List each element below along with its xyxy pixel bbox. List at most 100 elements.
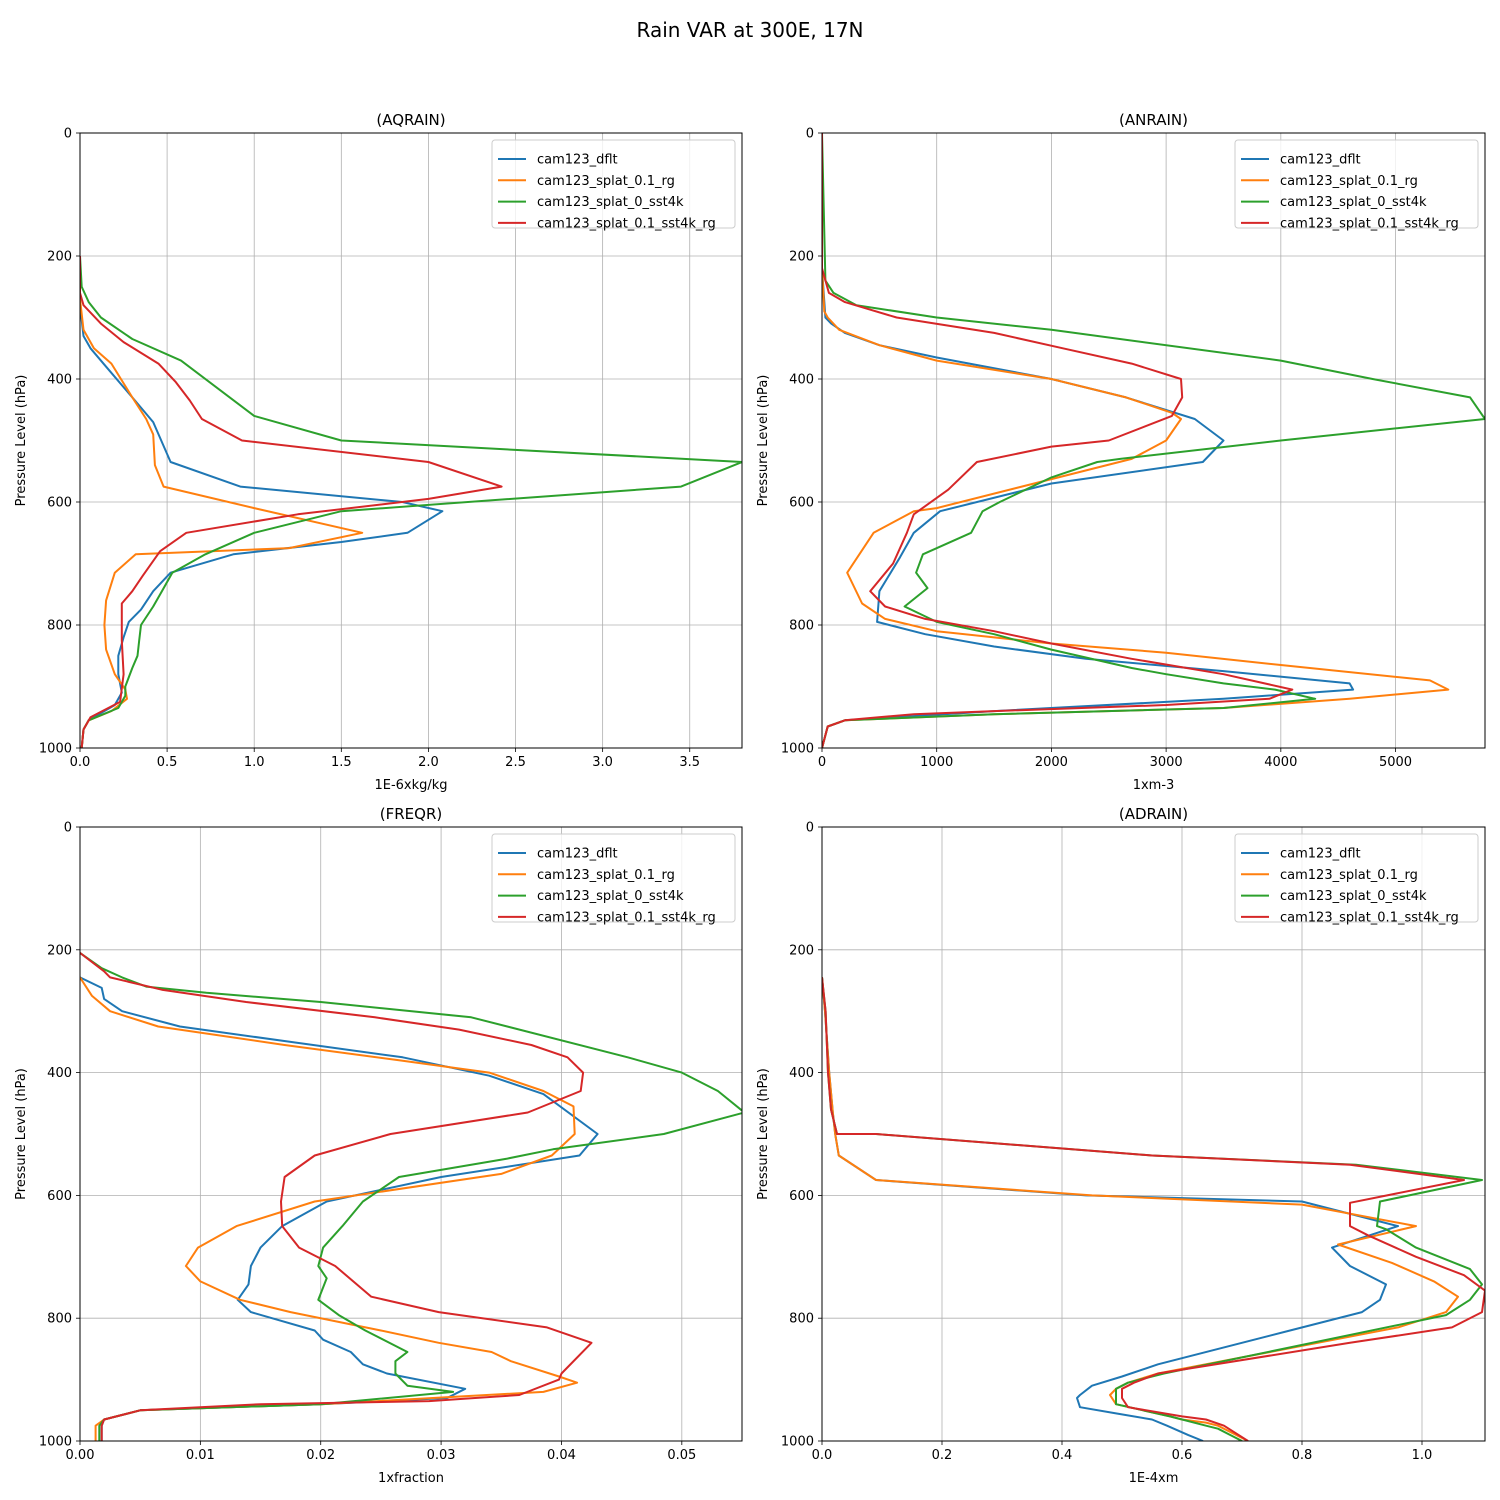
y-tick-label: 600 <box>789 496 814 511</box>
x-tick-label: 1.0 <box>244 755 265 770</box>
x-tick-label: 0.6 <box>1172 1448 1193 1463</box>
legend-label: cam123_splat_0.1_rg <box>1280 174 1418 189</box>
y-tick-label: 200 <box>47 943 72 958</box>
legend-label: cam123_dflt <box>537 847 618 862</box>
y-axis-label: Pressure Level (hPa) <box>14 1068 29 1200</box>
series-group <box>80 255 742 748</box>
x-tick-label: 2.5 <box>505 755 526 770</box>
series-line-cam123-splat-0-1-rg <box>80 976 579 1441</box>
x-tick-label: 5000 <box>1379 755 1412 770</box>
y-tick-label: 0 <box>806 821 814 836</box>
x-tick-label: 0.03 <box>427 1448 456 1463</box>
series-group <box>822 977 1485 1441</box>
x-tick-label: 0.01 <box>186 1448 215 1463</box>
legend-label: cam123_splat_0_sst4k <box>1280 889 1427 904</box>
y-tick-label: 0 <box>64 821 72 836</box>
legend-box <box>491 139 736 229</box>
chart-panel: 0 1000 2000 3000 4000 5000 0 200 400 600 800 1000 (A… <box>756 111 1486 793</box>
legend-box <box>1234 139 1479 229</box>
x-tick-label: 3.0 <box>592 755 613 770</box>
x-tick-label: 1.5 <box>331 755 352 770</box>
series-line-cam123-splat-0-sst4k <box>80 255 742 748</box>
legend: cam123_dflt cam123_splat_0.1_rg cam123_spl… <box>491 139 736 231</box>
panel-title: (FREQR) <box>380 805 442 823</box>
y-tick-label: 800 <box>789 619 814 634</box>
legend-box <box>491 833 736 923</box>
legend-label: cam123_splat_0_sst4k <box>1280 195 1427 210</box>
legend-label: cam123_dflt <box>1280 847 1361 862</box>
series-group <box>822 133 1485 748</box>
chart-panel: 0.00 0.01 0.02 0.03 0.04 0.05 0 200 400 600 800 100… <box>14 805 743 1486</box>
axes-frame <box>821 826 1486 1442</box>
axes-frame <box>79 826 743 1442</box>
y-tick-label: 800 <box>47 619 72 634</box>
y-tick-label: 200 <box>789 943 814 958</box>
figure-title: Rain VAR at 300E, 17N <box>636 18 863 42</box>
x-axis-label: 1xfraction <box>378 1471 444 1486</box>
y-tick-label: 200 <box>47 250 72 265</box>
legend-label: cam123_splat_0_sst4k <box>537 889 684 904</box>
series-line-cam123-splat-0-1-sst4k-rg <box>822 977 1485 1441</box>
y-tick-label: 600 <box>789 1189 814 1204</box>
x-tick-label: 3.5 <box>679 755 700 770</box>
y-tick-label: 400 <box>47 373 72 388</box>
y-axis-label: Pressure Level (hPa) <box>756 375 771 507</box>
legend-label: cam123_splat_0.1_sst4k_rg <box>537 216 716 231</box>
x-tick-label: 0.0 <box>812 1448 833 1463</box>
y-tick-label: 1000 <box>39 742 72 757</box>
y-tick-label: 800 <box>47 1312 72 1327</box>
series-group <box>80 952 742 1441</box>
series-line-cam123-splat-0-1-sst4k-rg <box>80 952 593 1441</box>
y-tick-label: 800 <box>789 1312 814 1327</box>
y-tick-label: 600 <box>47 496 72 511</box>
y-axis-label: Pressure Level (hPa) <box>14 375 29 507</box>
y-tick-label: 400 <box>789 373 814 388</box>
panels: 0.0 0.5 1.0 1.5 2.0 2.5 3.0 3.5 0 200 400 600 800 100… <box>14 111 1486 1486</box>
legend-label: cam123_dflt <box>1280 153 1361 168</box>
plot-area <box>822 133 1485 748</box>
series-line-cam123-splat-0-1-rg <box>822 133 1450 748</box>
x-tick-label: 0.5 <box>157 755 178 770</box>
x-tick-label: 4000 <box>1264 755 1297 770</box>
legend-label: cam123_splat_0.1_sst4k_rg <box>537 910 716 925</box>
x-tick-label: 0.00 <box>66 1448 95 1463</box>
legend: cam123_dflt cam123_splat_0.1_rg cam123_spl… <box>1234 833 1479 925</box>
x-tick-label: 0.05 <box>667 1448 696 1463</box>
x-axis-label: 1xm-3 <box>1133 778 1175 793</box>
x-tick-label: 0.0 <box>70 755 91 770</box>
x-axis-label: 1E-6xkg/kg <box>374 778 447 793</box>
series-line-cam123-splat-0-1-sst4k-rg <box>822 133 1294 748</box>
legend-box <box>1234 833 1479 923</box>
legend-label: cam123_splat_0.1_rg <box>537 868 675 883</box>
series-line-cam123-splat-0-sst4k <box>822 133 1485 748</box>
series-line-cam123-splat-0-1-sst4k-rg <box>80 256 503 748</box>
x-axis-label: 1E-4xm <box>1129 1471 1179 1486</box>
legend: cam123_dflt cam123_splat_0.1_rg cam123_spl… <box>491 833 736 925</box>
y-tick-label: 400 <box>789 1066 814 1081</box>
plot-area <box>80 133 742 748</box>
panel-title: (AQRAIN) <box>376 111 445 129</box>
y-axis-label: Pressure Level (hPa) <box>756 1068 771 1200</box>
y-tick-label: 200 <box>789 250 814 265</box>
legend-label: cam123_dflt <box>537 153 618 168</box>
panel-title: (ANRAIN) <box>1119 111 1188 129</box>
panel-title: (ADRAIN) <box>1119 805 1188 823</box>
axes-frame <box>821 132 1486 749</box>
y-tick-label: 1000 <box>781 1435 814 1450</box>
x-tick-label: 0.4 <box>1052 1448 1073 1463</box>
x-tick-label: 2.0 <box>418 755 439 770</box>
axes-frame <box>79 132 743 749</box>
plot-area <box>80 827 742 1441</box>
chart-panel: 0.0 0.5 1.0 1.5 2.0 2.5 3.0 3.5 0 200 400 600 800 100… <box>14 111 743 793</box>
y-tick-label: 600 <box>47 1189 72 1204</box>
legend-label: cam123_splat_0.1_rg <box>1280 868 1418 883</box>
x-tick-label: 0.04 <box>547 1448 576 1463</box>
x-tick-label: 0 <box>818 755 826 770</box>
legend-label: cam123_splat_0.1_sst4k_rg <box>1280 910 1459 925</box>
x-tick-label: 2000 <box>1035 755 1068 770</box>
y-tick-label: 400 <box>47 1066 72 1081</box>
y-tick-label: 1000 <box>39 1435 72 1450</box>
legend: cam123_dflt cam123_splat_0.1_rg cam123_spl… <box>1234 139 1479 231</box>
x-tick-label: 0.02 <box>306 1448 335 1463</box>
